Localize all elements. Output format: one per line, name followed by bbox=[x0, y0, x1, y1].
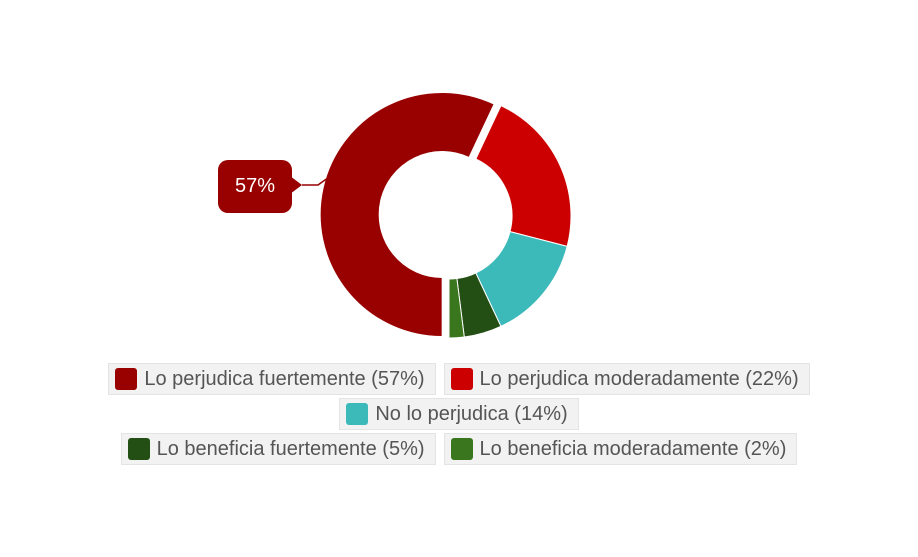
legend-label: Lo perjudica fuertemente (57%) bbox=[144, 367, 425, 390]
legend-swatch bbox=[127, 438, 150, 460]
legend-label: No lo perjudica (14%) bbox=[375, 402, 568, 425]
legend-label: Lo perjudica moderadamente (22%) bbox=[479, 367, 799, 390]
legend-label: Lo beneficia moderadamente (2%) bbox=[479, 437, 787, 460]
chart-legend: Lo perjudica fuertemente (57%) Lo perjud… bbox=[0, 363, 918, 468]
legend-row: Lo beneficia fuertemente (5%) Lo benefic… bbox=[0, 433, 918, 465]
tooltip-pointer bbox=[290, 176, 302, 194]
legend-item-lo-beneficia-fuertemente[interactable]: Lo beneficia fuertemente (5%) bbox=[120, 433, 436, 465]
legend-label: Lo beneficia fuertemente (5%) bbox=[156, 437, 425, 460]
legend-item-lo-perjudica-fuertemente[interactable]: Lo perjudica fuertemente (57%) bbox=[108, 363, 436, 395]
donut-slice-0[interactable] bbox=[319, 91, 495, 337]
legend-row: No lo perjudica (14%) bbox=[0, 398, 918, 430]
legend-item-no-lo-perjudica[interactable]: No lo perjudica (14%) bbox=[339, 398, 579, 430]
legend-row: Lo perjudica fuertemente (57%) Lo perjud… bbox=[0, 363, 918, 395]
legend-swatch bbox=[450, 368, 473, 390]
legend-swatch bbox=[346, 403, 369, 425]
legend-item-lo-perjudica-moderadamente[interactable]: Lo perjudica moderadamente (22%) bbox=[443, 363, 810, 395]
tooltip-leader-line bbox=[302, 176, 330, 186]
slice-tooltip: 57% bbox=[218, 160, 292, 213]
donut-slice-4[interactable] bbox=[448, 277, 465, 339]
legend-swatch bbox=[450, 438, 473, 460]
donut-slice-1[interactable] bbox=[475, 104, 572, 247]
legend-item-lo-beneficia-moderadamente[interactable]: Lo beneficia moderadamente (2%) bbox=[443, 433, 798, 465]
legend-swatch bbox=[115, 368, 138, 390]
donut-slices bbox=[319, 91, 572, 339]
